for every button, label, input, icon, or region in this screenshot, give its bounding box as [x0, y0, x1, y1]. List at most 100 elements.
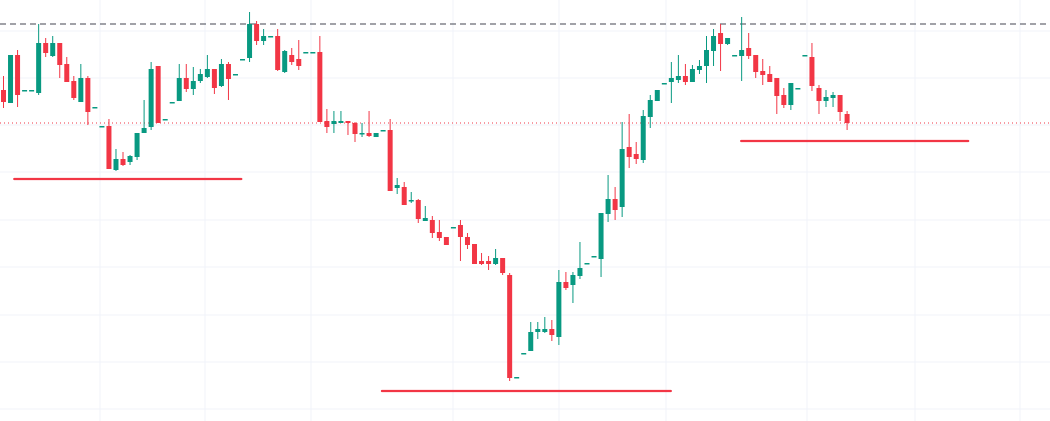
- candle-up[interactable]: [373, 133, 379, 137]
- candle-down[interactable]: [225, 62, 231, 100]
- candle-down[interactable]: [809, 43, 815, 91]
- candle-down[interactable]: [486, 256, 492, 270]
- candle-down[interactable]: [500, 258, 506, 275]
- candle-down[interactable]: [345, 121, 351, 135]
- candle-up[interactable]: [696, 60, 702, 74]
- candle-down[interactable]: [682, 64, 688, 85]
- candle-down[interactable]: [457, 220, 463, 261]
- candle-down[interactable]: [436, 220, 442, 241]
- candle-up[interactable]: [521, 353, 527, 355]
- candle-up[interactable]: [232, 74, 238, 76]
- candle-down[interactable]: [760, 59, 766, 85]
- candle-down[interactable]: [401, 182, 407, 205]
- candle-up[interactable]: [8, 55, 14, 103]
- candle-up[interactable]: [240, 59, 246, 61]
- candle-up[interactable]: [113, 149, 119, 171]
- candle-down[interactable]: [443, 237, 449, 245]
- candle-up[interactable]: [598, 213, 604, 277]
- candle-down[interactable]: [753, 55, 759, 78]
- candle-up[interactable]: [739, 17, 745, 81]
- candle-up[interactable]: [584, 263, 590, 265]
- candle-down[interactable]: [317, 36, 323, 122]
- candle-up[interactable]: [704, 36, 709, 83]
- candle-up[interactable]: [556, 270, 562, 345]
- candle-down[interactable]: [781, 88, 787, 108]
- candle-down[interactable]: [774, 78, 780, 114]
- candle-up[interactable]: [619, 122, 625, 217]
- candle-down[interactable]: [767, 66, 773, 82]
- candle-down[interactable]: [43, 38, 49, 57]
- candle-down[interactable]: [479, 253, 485, 265]
- candle-down[interactable]: [633, 142, 639, 164]
- candle-up[interactable]: [654, 90, 660, 101]
- candle-up[interactable]: [661, 83, 667, 85]
- candle-down[interactable]: [296, 40, 302, 70]
- candle-down[interactable]: [352, 122, 358, 142]
- candle-up[interactable]: [331, 111, 337, 133]
- candle-up[interactable]: [570, 272, 576, 303]
- candle-up[interactable]: [359, 123, 365, 137]
- candle-up[interactable]: [218, 59, 224, 87]
- candle-up[interactable]: [605, 175, 611, 222]
- candle-up[interactable]: [99, 126, 105, 128]
- candle-up[interactable]: [310, 52, 316, 54]
- candle-up[interactable]: [493, 249, 499, 265]
- candle-up[interactable]: [422, 206, 428, 221]
- candle-down[interactable]: [718, 24, 724, 71]
- candle-up[interactable]: [795, 88, 801, 90]
- candle-up[interactable]: [134, 133, 140, 160]
- candle-down[interactable]: [387, 119, 393, 191]
- candle-up[interactable]: [823, 90, 829, 107]
- candle-up[interactable]: [668, 62, 674, 103]
- candle-up[interactable]: [261, 29, 267, 45]
- candle-up[interactable]: [711, 29, 717, 66]
- candle-down[interactable]: [563, 272, 569, 290]
- candle-down[interactable]: [1, 76, 6, 108]
- candle-up[interactable]: [689, 65, 695, 82]
- candle-up[interactable]: [591, 256, 597, 258]
- candle-up[interactable]: [36, 24, 42, 95]
- candle-down[interactable]: [120, 152, 126, 166]
- candle-up[interactable]: [450, 227, 456, 229]
- candle-up[interactable]: [92, 107, 98, 109]
- candle-up[interactable]: [127, 155, 133, 165]
- candle-up[interactable]: [169, 102, 175, 104]
- candle-down[interactable]: [472, 244, 478, 264]
- candle-up[interactable]: [282, 50, 288, 73]
- candle-down[interactable]: [57, 43, 63, 78]
- candle-down[interactable]: [106, 119, 112, 169]
- candle-up[interactable]: [204, 55, 210, 78]
- candle-up[interactable]: [176, 64, 182, 101]
- candle-up[interactable]: [197, 69, 203, 83]
- candle-down[interactable]: [155, 66, 161, 123]
- candle-down[interactable]: [254, 21, 260, 45]
- candle-up[interactable]: [78, 64, 84, 102]
- candle-up[interactable]: [830, 92, 836, 107]
- candle-down[interactable]: [507, 273, 513, 381]
- candle-down[interactable]: [15, 50, 21, 107]
- candle-up[interactable]: [535, 322, 541, 339]
- candle-up[interactable]: [514, 377, 520, 379]
- candle-up[interactable]: [640, 110, 646, 163]
- candle-down[interactable]: [844, 111, 850, 130]
- candle-up[interactable]: [141, 100, 147, 133]
- candle-up[interactable]: [528, 322, 534, 351]
- candle-down[interactable]: [211, 69, 217, 94]
- candle-up[interactable]: [303, 52, 309, 54]
- candle-down[interactable]: [324, 109, 330, 133]
- candle-up[interactable]: [725, 38, 731, 45]
- candle-down[interactable]: [816, 85, 822, 114]
- candle-down[interactable]: [746, 33, 752, 59]
- candle-down[interactable]: [464, 233, 470, 249]
- candle-up[interactable]: [802, 55, 808, 57]
- candle-up[interactable]: [408, 192, 414, 203]
- candle-up[interactable]: [190, 67, 196, 95]
- candle-up[interactable]: [732, 55, 738, 57]
- candle-down[interactable]: [415, 199, 421, 223]
- candle-down[interactable]: [183, 64, 189, 92]
- candle-down[interactable]: [275, 29, 281, 71]
- candle-up[interactable]: [380, 130, 386, 132]
- candle-down[interactable]: [549, 320, 555, 341]
- candle-down[interactable]: [289, 48, 295, 65]
